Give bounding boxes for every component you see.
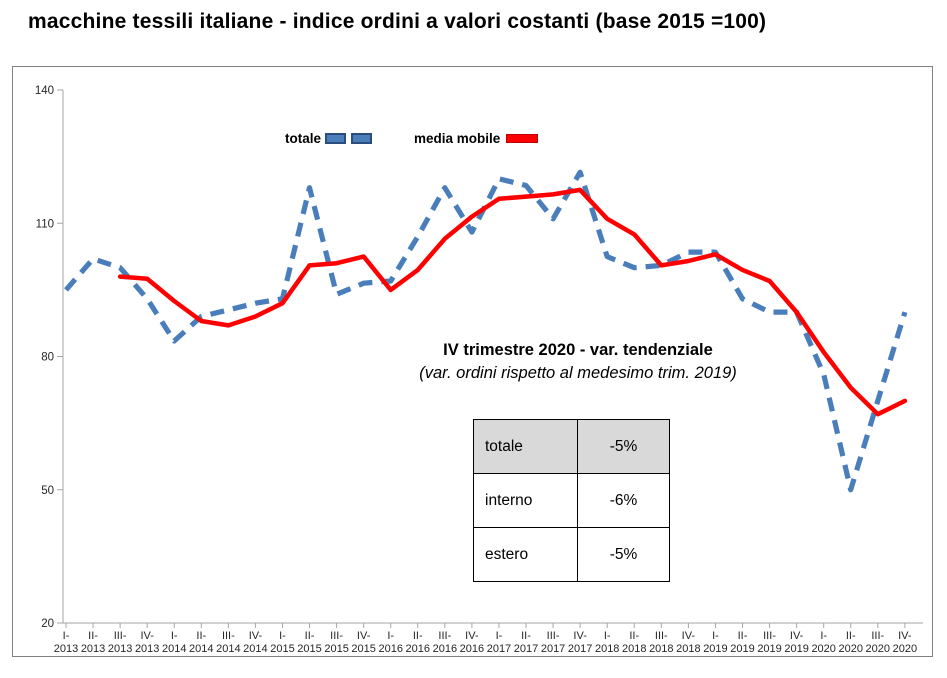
svg-text:II-: II- — [88, 630, 98, 642]
svg-text:III-: III- — [438, 630, 451, 642]
media-mobile-line-key-icon — [506, 133, 539, 143]
svg-text:2020: 2020 — [893, 643, 917, 655]
legend-label-totale: totale — [285, 130, 322, 146]
svg-text:2017: 2017 — [487, 643, 511, 655]
svg-text:II-: II- — [521, 630, 531, 642]
table-row-label: estero — [473, 527, 578, 582]
svg-text:IV-: IV- — [465, 630, 479, 642]
totale-dash-key-icon — [351, 132, 373, 144]
svg-text:2014: 2014 — [216, 643, 240, 655]
svg-text:I-: I- — [63, 630, 70, 642]
svg-text:2019: 2019 — [730, 643, 754, 655]
svg-text:2018: 2018 — [676, 643, 700, 655]
svg-text:2016: 2016 — [433, 643, 457, 655]
svg-text:140: 140 — [35, 85, 54, 97]
chart-legend: totale media mobile — [285, 129, 539, 147]
totale-dash-key-icon — [325, 132, 347, 144]
svg-text:IV-: IV- — [573, 630, 587, 642]
svg-text:2016: 2016 — [378, 643, 402, 655]
svg-text:II-: II- — [305, 630, 315, 642]
svg-text:2020: 2020 — [866, 643, 890, 655]
svg-text:2015: 2015 — [351, 643, 375, 655]
svg-text:2017: 2017 — [541, 643, 565, 655]
table-row-value: -6% — [577, 473, 670, 528]
svg-text:2016: 2016 — [406, 643, 430, 655]
svg-text:III-: III- — [763, 630, 776, 642]
svg-text:110: 110 — [36, 218, 54, 230]
svg-text:II-: II- — [413, 630, 423, 642]
svg-text:2014: 2014 — [189, 643, 213, 655]
svg-text:II-: II- — [196, 630, 206, 642]
table-row: interno -6% — [473, 473, 670, 528]
legend-label-media-mobile: media mobile — [414, 130, 501, 146]
table-row-label: totale — [473, 419, 578, 474]
svg-text:80: 80 — [41, 352, 54, 364]
svg-text:2014: 2014 — [243, 643, 267, 655]
svg-text:2020: 2020 — [811, 643, 835, 655]
annotation-block: IV trimestre 2020 - var. tendenziale (va… — [343, 341, 813, 383]
svg-text:III-: III- — [114, 630, 127, 642]
svg-text:2013: 2013 — [108, 643, 132, 655]
chart-canvas: 140110805020I-2013II-2013III-2013IV-2013… — [35, 85, 923, 655]
svg-text:II-: II- — [629, 630, 639, 642]
svg-text:III-: III- — [547, 630, 560, 642]
table-row-value: -5% — [577, 419, 670, 474]
svg-text:2015: 2015 — [324, 643, 348, 655]
table-row: totale -5% — [473, 419, 670, 474]
svg-text:2014: 2014 — [162, 643, 186, 655]
svg-text:2017: 2017 — [514, 643, 538, 655]
svg-text:III-: III- — [222, 630, 235, 642]
svg-text:I-: I- — [279, 630, 286, 642]
svg-text:2018: 2018 — [595, 643, 619, 655]
svg-text:IV-: IV- — [249, 630, 263, 642]
svg-text:20: 20 — [41, 618, 54, 630]
svg-text:2015: 2015 — [270, 643, 294, 655]
svg-text:2019: 2019 — [703, 643, 727, 655]
svg-text:I-: I- — [496, 630, 503, 642]
svg-text:IV-: IV- — [140, 630, 154, 642]
page-title: macchine tessili italiane - indice ordin… — [28, 10, 767, 33]
svg-text:2019: 2019 — [757, 643, 781, 655]
svg-text:2019: 2019 — [784, 643, 808, 655]
svg-text:II-: II- — [846, 630, 856, 642]
svg-text:2020: 2020 — [838, 643, 862, 655]
svg-text:III-: III- — [871, 630, 884, 642]
svg-text:2013: 2013 — [81, 643, 105, 655]
chart-frame: 140 110 80 50 20 I- 2013 II- 2013 III- 2013 IV- 2013… — [12, 66, 933, 657]
svg-text:III-: III- — [655, 630, 668, 642]
table-row-label: interno — [473, 473, 578, 528]
svg-text:2018: 2018 — [649, 643, 673, 655]
svg-text:I-: I- — [820, 630, 827, 642]
svg-text:II-: II- — [738, 630, 748, 642]
svg-text:IV-: IV- — [898, 630, 912, 642]
svg-text:IV-: IV- — [357, 630, 371, 642]
svg-text:IV-: IV- — [682, 630, 696, 642]
table-row-value: -5% — [577, 527, 670, 582]
svg-text:2017: 2017 — [568, 643, 592, 655]
svg-text:2013: 2013 — [135, 643, 159, 655]
svg-text:I-: I- — [604, 630, 611, 642]
svg-text:IV-: IV- — [790, 630, 804, 642]
svg-text:I-: I- — [712, 630, 719, 642]
svg-text:I-: I- — [387, 630, 394, 642]
variation-table: totale -5% interno -6% estero -5% — [473, 419, 670, 582]
svg-text:I-: I- — [171, 630, 178, 642]
annotation-subtitle: (var. ordini rispetto al medesimo trim. … — [419, 364, 737, 382]
table-row: estero -5% — [473, 527, 670, 582]
svg-text:2013: 2013 — [54, 643, 78, 655]
annotation-title: IV trimestre 2020 - var. tendenziale — [443, 341, 713, 359]
svg-text:III-: III- — [330, 630, 343, 642]
svg-text:50: 50 — [41, 485, 54, 497]
svg-text:2018: 2018 — [622, 643, 646, 655]
svg-text:2015: 2015 — [297, 643, 321, 655]
svg-text:2016: 2016 — [460, 643, 484, 655]
